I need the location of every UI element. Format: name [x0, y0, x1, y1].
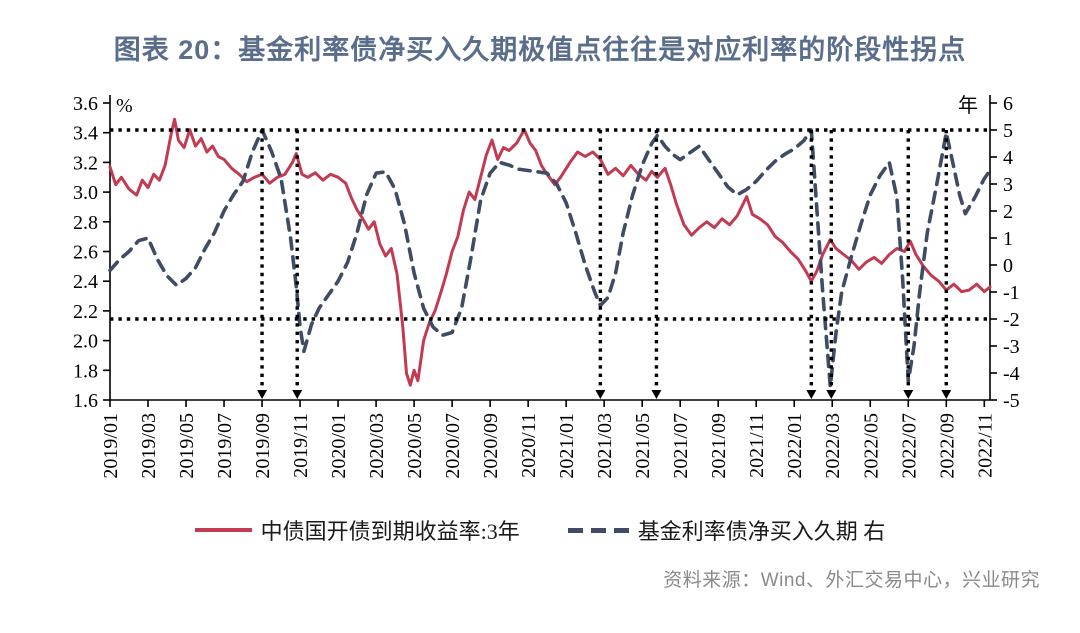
- x-axis-tick: 2022/09: [936, 413, 958, 479]
- right-axis-tick: 1: [1003, 228, 1013, 250]
- x-axis-tick: 2019/09: [252, 413, 274, 479]
- right-axis-tick: 3: [1003, 174, 1013, 196]
- event-line-arrow-icon: [941, 390, 952, 399]
- legend-label-yield: 中债国开债到期收益率:3年: [260, 519, 520, 544]
- left-axis-tick: 3.0: [73, 182, 98, 204]
- left-axis-tick: 2.0: [73, 331, 98, 353]
- right-axis-tick: 0: [1003, 255, 1013, 277]
- x-axis-tick: 2019/07: [214, 413, 236, 479]
- right-axis-tick: 5: [1003, 120, 1013, 142]
- x-axis-tick: 2020/05: [404, 413, 426, 479]
- right-axis-tick: 4: [1003, 147, 1013, 169]
- x-axis-tick: 2019/03: [138, 413, 160, 479]
- x-axis-tick: 2022/05: [860, 413, 882, 479]
- x-axis-tick: 2020/03: [366, 413, 388, 479]
- source-note: 资料来源：Wind、外汇交易中心，兴业研究: [663, 570, 1040, 591]
- left-axis-tick: 2.6: [73, 242, 98, 264]
- dashed-line-swatch: [567, 527, 629, 533]
- left-axis-tick: 1.6: [73, 390, 98, 412]
- right-axis-tick: -4: [1003, 363, 1020, 385]
- right-axis-tick: 2: [1003, 201, 1013, 223]
- x-axis-tick: 2021/01: [556, 413, 578, 479]
- x-axis-tick: 2020/07: [442, 413, 464, 479]
- series: [108, 117, 992, 389]
- x-axis-tick: 2022/07: [898, 413, 920, 479]
- left-axis-tick: 2.4: [73, 271, 98, 293]
- series-yield-line: [108, 117, 992, 387]
- event-line-arrow-icon: [292, 390, 303, 399]
- right-axis-unit: 年: [958, 94, 978, 117]
- left-axis-tick: 3.2: [73, 152, 98, 174]
- event-line-arrow-icon: [826, 390, 837, 399]
- x-axis-tick: 2020/11: [518, 413, 540, 478]
- right-axis-tick: -3: [1003, 336, 1020, 358]
- x-axis-tick: 2019/05: [176, 413, 198, 479]
- x-axis-tick: 2021/03: [594, 413, 616, 479]
- right-axis-tick: -1: [1003, 282, 1020, 304]
- event-line-arrow-icon: [257, 390, 268, 399]
- legend-label-duration: 基金利率债净买入久期 右: [637, 519, 886, 544]
- x-axis-tick: 2022/03: [822, 413, 844, 479]
- series-duration-line: [108, 128, 992, 389]
- left-axis-tick: 3.4: [73, 123, 98, 145]
- legend-item-duration: 基金利率债净买入久期 右: [567, 514, 886, 546]
- x-axis-tick: 2021/05: [632, 413, 654, 479]
- x-axis-tick: 2022/11: [974, 413, 996, 478]
- x-axis-tick: 2019/11: [290, 413, 312, 478]
- dotted-lines: [110, 128, 990, 399]
- left-axis-tick: 2.2: [73, 301, 98, 323]
- event-line-arrow-icon: [651, 390, 662, 399]
- x-axis-tick: 2021/09: [708, 413, 730, 479]
- event-line-arrow-icon: [806, 390, 817, 399]
- x-axis-tick: 2021/07: [670, 413, 692, 479]
- left-axis-tick: 2.8: [73, 212, 98, 234]
- left-axis-tick: 1.8: [73, 360, 98, 382]
- left-axis-unit: %: [116, 95, 133, 117]
- legend: 中债国开债到期收益率:3年 基金利率债净买入久期 右: [0, 514, 1080, 546]
- right-axis-tick: -2: [1003, 309, 1020, 331]
- x-axis-tick: 2019/01: [100, 413, 122, 479]
- x-axis-tick: 2020/01: [328, 413, 350, 479]
- right-axis-tick: -5: [1003, 390, 1020, 412]
- right-axis-tick: 6: [1003, 93, 1013, 115]
- x-axis-tick: 2022/01: [784, 413, 806, 479]
- event-line-arrow-icon: [903, 390, 914, 399]
- x-axis-tick: 2020/09: [480, 413, 502, 479]
- axes: 3.6 3.4 3.2 3.0 2.8 2.6 2.4 2.2 2.0 1.8 1.6 6 5 4 3 2 1 0…: [73, 93, 1020, 479]
- solid-line-swatch: [194, 528, 252, 532]
- left-axis-tick: 3.6: [73, 93, 98, 115]
- legend-item-yield: 中债国开债到期收益率:3年: [194, 514, 520, 546]
- event-line-arrow-icon: [595, 390, 606, 399]
- x-axis-tick: 2021/11: [746, 413, 768, 478]
- chart-title: 图表 20：基金利率债净买入久期极值点往往是对应利率的阶段性拐点: [113, 35, 967, 65]
